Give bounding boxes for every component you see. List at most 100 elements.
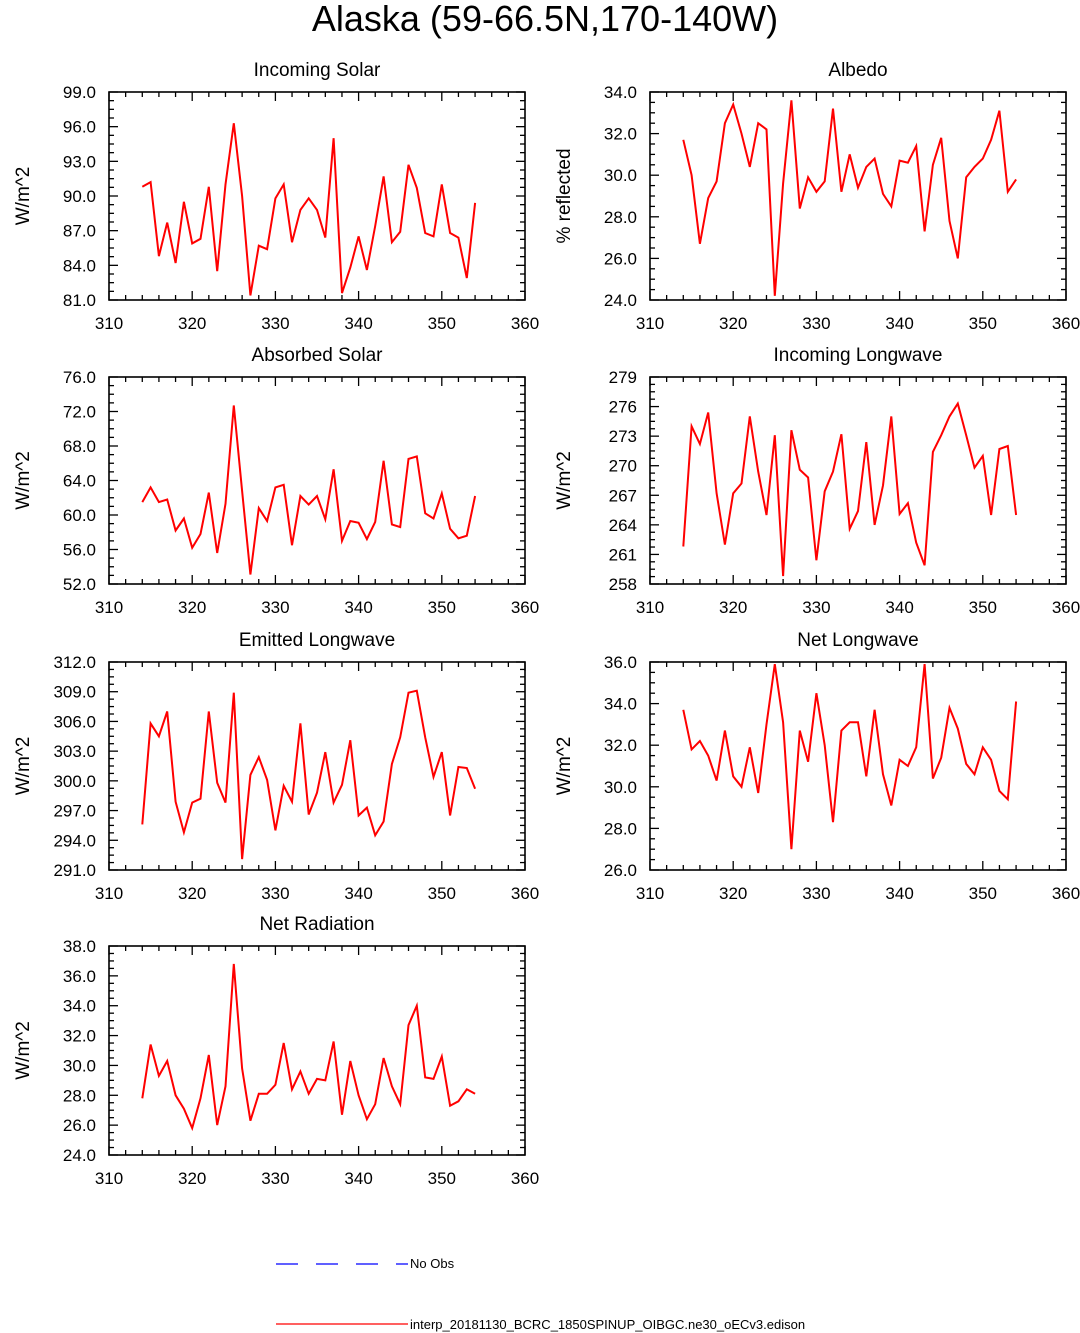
panel-title: Net Longwave [797,630,918,651]
y-tick-label: 258 [609,575,637,594]
y-tick-label: 30.0 [604,778,637,797]
panels-group: Incoming Solar W/m^2 310 320 330 340 350 360 81.… [13,60,1080,1188]
y-tick-label: 24.0 [63,1146,96,1165]
y-tick-label: 26.0 [63,1116,96,1135]
plot-frame [108,945,526,1156]
series-line-net-radiation [141,963,476,1132]
y-tick-label: 56.0 [63,541,96,560]
y-tick-label: 264 [609,516,637,535]
x-tick-label: 340 [344,314,372,333]
y-tick-label: 276 [609,398,637,417]
x-tick-label: 330 [261,1169,289,1188]
x-tick-label: 330 [261,598,289,617]
series-line-net-longwave [682,663,1018,850]
y-axis-label: W/m^2 [13,737,34,796]
x-tick-label: 340 [344,1169,372,1188]
x-tick-label: 360 [511,314,539,333]
x-tick-label: 320 [719,884,747,903]
y-tick-label: 68.0 [63,437,96,456]
y-tick-label: 84.0 [63,256,96,275]
panel-emitted-longwave: Emitted Longwave W/m^2 310 320 330 340 350 360 2… [13,630,539,903]
y-axis-label: W/m^2 [13,451,34,510]
panel-title: Albedo [828,60,887,81]
y-tick-label: 64.0 [63,472,96,491]
figure-title: Alaska (59-66.5N,170-140W) [312,0,778,39]
y-tick-label: 26.0 [604,861,637,880]
panel-albedo: Albedo % reflected 310 320 330 340 350 360 24.0 2… [554,60,1080,333]
panel-absorbed-solar: Absorbed Solar W/m^2 310 320 330 340 350 360 52.… [13,345,539,617]
x-tick-label: 350 [428,598,456,617]
x-tick-label: 330 [802,314,830,333]
y-tick-label: 93.0 [63,152,96,171]
x-tick-label: 350 [969,884,997,903]
y-tick-label: 90.0 [63,187,96,206]
y-tick-label: 267 [609,486,637,505]
y-tick-label: 36.0 [604,653,637,672]
x-tick-label: 350 [428,314,456,333]
y-axis-label: W/m^2 [13,1021,34,1080]
x-tick-label: 350 [969,598,997,617]
x-tick-label: 310 [636,884,664,903]
x-tick-label: 310 [95,598,123,617]
y-tick-label: 312.0 [53,653,96,672]
y-tick-label: 30.0 [63,1056,96,1075]
panel-incoming-longwave: Incoming Longwave W/m^2 310 320 330 340 350 360… [554,345,1080,617]
y-tick-label: 87.0 [63,222,96,241]
x-tick-label: 350 [969,314,997,333]
x-tick-label: 360 [1052,598,1080,617]
y-tick-label: 52.0 [63,575,96,594]
x-tick-label: 320 [178,1169,206,1188]
y-tick-label: 303.0 [53,742,96,761]
panel-net-longwave: Net Longwave W/m^2 310 320 330 340 350 360 26.0 2… [554,630,1080,903]
series-line-incoming-solar [141,123,477,296]
y-tick-label: 34.0 [604,695,637,714]
panel-incoming-solar: Incoming Solar W/m^2 310 320 330 340 350 360 81.… [13,60,539,333]
x-tick-label: 350 [428,884,456,903]
x-tick-label: 340 [885,314,913,333]
panel-net-radiation: Net Radiation W/m^2 310 320 330 340 350 360 24.0… [13,914,539,1188]
series-line-absorbed-solar [141,405,477,575]
y-axis-label: W/m^2 [554,451,575,510]
x-tick-label: 320 [178,884,206,903]
y-tick-label: 72.0 [63,403,96,422]
y-tick-label: 297.0 [53,802,96,821]
x-tick-label: 330 [261,314,289,333]
legend-obs-label: No Obs [410,1256,455,1271]
y-tick-label: 81.0 [63,291,96,310]
x-tick-label: 350 [428,1169,456,1188]
legend: No Obs interp_20181130_BCRC_1850SPINUP_O… [276,1256,805,1332]
y-tick-label: 36.0 [63,967,96,986]
y-tick-label: 26.0 [604,249,637,268]
x-tick-label: 310 [95,1169,123,1188]
y-tick-label: 34.0 [604,83,637,102]
legend-model-label: interp_20181130_BCRC_1850SPINUP_OIBGC.ne… [410,1317,805,1332]
y-axis-label: W/m^2 [13,167,34,226]
y-tick-label: 60.0 [63,506,96,525]
y-tick-label: 279 [609,368,637,387]
panel-title: Incoming Solar [254,60,381,81]
y-tick-label: 32.0 [604,125,637,144]
x-tick-label: 320 [719,314,747,333]
x-tick-label: 320 [178,598,206,617]
y-tick-label: 294.0 [53,831,96,850]
x-tick-label: 340 [344,884,372,903]
y-tick-label: 309.0 [53,683,96,702]
y-tick-label: 34.0 [63,997,96,1016]
y-tick-label: 300.0 [53,772,96,791]
y-tick-label: 24.0 [604,291,637,310]
plot-frame [108,376,526,585]
y-tick-label: 30.0 [604,166,637,185]
y-tick-label: 32.0 [604,736,637,755]
y-tick-label: 28.0 [604,208,637,227]
x-tick-label: 360 [511,1169,539,1188]
panel-title: Absorbed Solar [252,345,384,366]
y-tick-label: 273 [609,427,637,446]
panel-title: Emitted Longwave [239,630,395,651]
x-tick-label: 360 [511,598,539,617]
y-axis-label: W/m^2 [554,737,575,796]
x-tick-label: 320 [719,598,747,617]
x-tick-label: 360 [511,884,539,903]
plot-frame [108,91,526,301]
series-line-albedo [682,100,1017,296]
